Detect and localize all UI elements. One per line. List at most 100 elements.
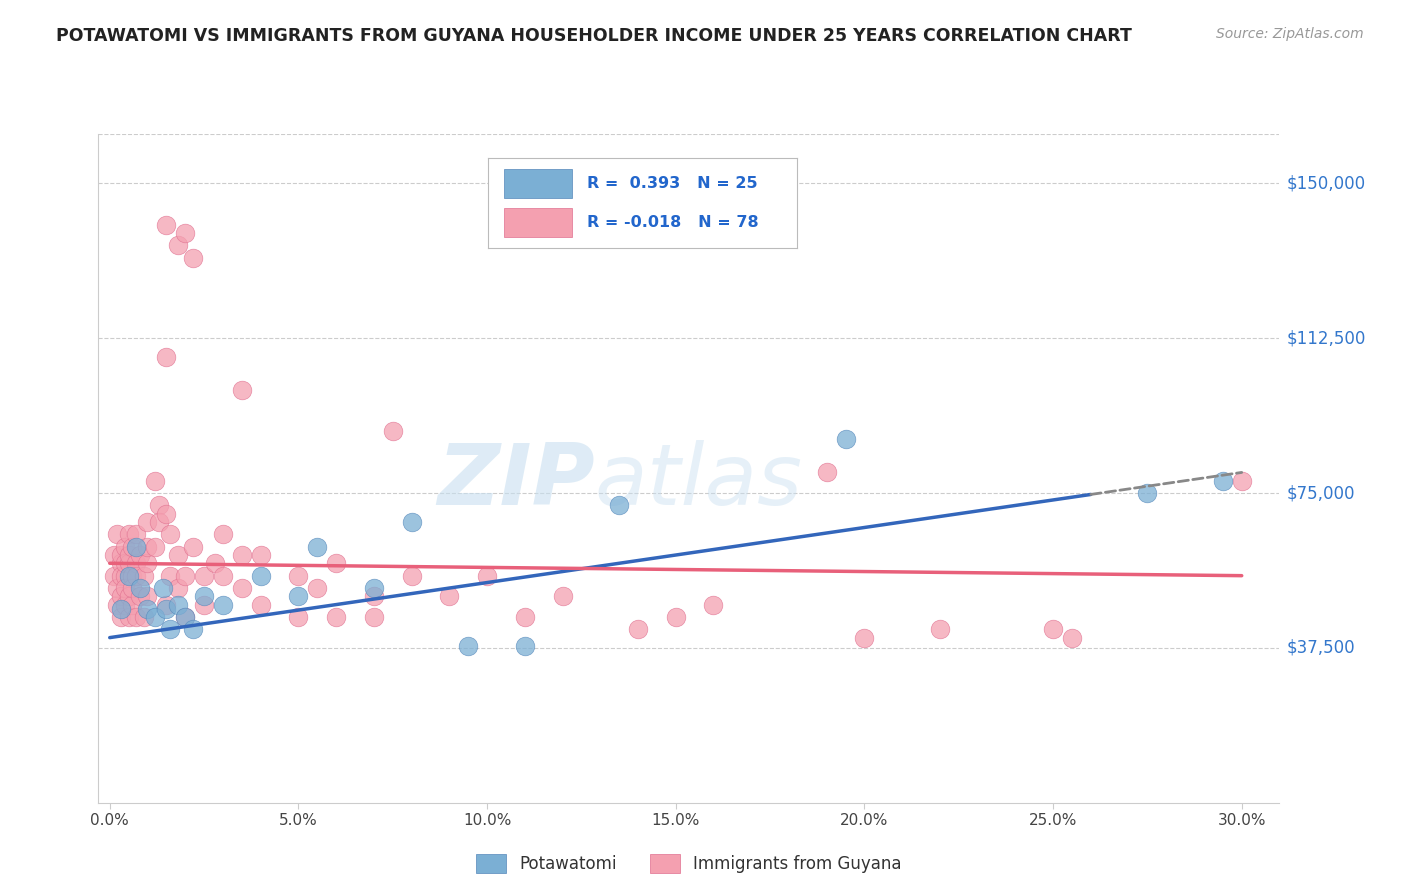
- Point: [155, 598, 177, 612]
- Point: [166, 548, 188, 562]
- Text: $150,000: $150,000: [1286, 174, 1365, 193]
- Point: [307, 540, 329, 554]
- Point: [117, 548, 139, 562]
- Point: [117, 590, 139, 604]
- Point: [1212, 474, 1234, 488]
- Point: [148, 499, 170, 513]
- Point: [325, 556, 347, 570]
- Point: [166, 581, 188, 595]
- Point: [475, 568, 498, 582]
- Point: [381, 424, 404, 438]
- Point: [121, 598, 143, 612]
- Point: [363, 590, 385, 604]
- Point: [110, 601, 132, 615]
- Point: [110, 548, 132, 562]
- Point: [181, 251, 204, 265]
- Point: [159, 527, 181, 541]
- Point: [136, 515, 159, 529]
- Point: [607, 499, 630, 513]
- Point: [249, 568, 271, 582]
- Point: [174, 610, 197, 624]
- Bar: [503, 209, 572, 237]
- Text: R =  0.393   N = 25: R = 0.393 N = 25: [588, 176, 758, 191]
- Point: [125, 527, 148, 541]
- Point: [287, 590, 309, 604]
- Point: [212, 598, 235, 612]
- Text: atlas: atlas: [595, 440, 803, 524]
- Point: [105, 527, 128, 541]
- Text: Source: ZipAtlas.com: Source: ZipAtlas.com: [1216, 27, 1364, 41]
- Point: [1042, 623, 1064, 637]
- Point: [551, 590, 574, 604]
- Point: [212, 527, 235, 541]
- Point: [702, 598, 724, 612]
- Point: [665, 610, 688, 624]
- Text: $37,500: $37,500: [1286, 639, 1355, 657]
- Point: [125, 556, 148, 570]
- Point: [181, 540, 204, 554]
- Text: ZIP: ZIP: [437, 440, 595, 524]
- Point: [132, 610, 155, 624]
- Point: [439, 590, 461, 604]
- Point: [125, 568, 148, 582]
- Point: [166, 238, 188, 252]
- Point: [325, 610, 347, 624]
- Point: [143, 610, 166, 624]
- Point: [204, 556, 226, 570]
- Point: [155, 507, 177, 521]
- Point: [125, 540, 148, 554]
- Point: [815, 466, 838, 480]
- Point: [287, 610, 309, 624]
- Point: [181, 623, 204, 637]
- Point: [148, 515, 170, 529]
- Point: [513, 639, 536, 653]
- Point: [117, 610, 139, 624]
- Point: [110, 590, 132, 604]
- Text: R = -0.018   N = 78: R = -0.018 N = 78: [588, 215, 759, 230]
- Point: [132, 568, 155, 582]
- Point: [105, 581, 128, 595]
- Point: [1136, 486, 1159, 500]
- Point: [110, 568, 132, 582]
- Point: [136, 590, 159, 604]
- Point: [1060, 631, 1083, 645]
- Point: [136, 601, 159, 615]
- Point: [121, 581, 143, 595]
- Point: [174, 226, 197, 240]
- Point: [155, 350, 177, 364]
- Point: [117, 556, 139, 570]
- Point: [114, 581, 136, 595]
- Point: [105, 598, 128, 612]
- Point: [193, 598, 215, 612]
- Text: $112,500: $112,500: [1286, 329, 1365, 347]
- Point: [627, 623, 650, 637]
- Point: [513, 610, 536, 624]
- Point: [114, 556, 136, 570]
- Point: [155, 601, 177, 615]
- Point: [401, 568, 423, 582]
- Point: [401, 515, 423, 529]
- Point: [193, 590, 215, 604]
- Point: [117, 568, 139, 582]
- Point: [103, 548, 125, 562]
- Point: [129, 581, 152, 595]
- Point: [307, 581, 329, 595]
- Point: [136, 540, 159, 554]
- Point: [174, 568, 197, 582]
- Point: [129, 590, 152, 604]
- Point: [155, 218, 177, 232]
- Point: [129, 548, 152, 562]
- Point: [212, 568, 235, 582]
- Point: [834, 433, 856, 447]
- Point: [114, 598, 136, 612]
- Point: [166, 598, 188, 612]
- Point: [363, 581, 385, 595]
- Point: [121, 540, 143, 554]
- Text: POTAWATOMI VS IMMIGRANTS FROM GUYANA HOUSEHOLDER INCOME UNDER 25 YEARS CORRELATI: POTAWATOMI VS IMMIGRANTS FROM GUYANA HOU…: [56, 27, 1132, 45]
- Point: [152, 581, 174, 595]
- Point: [103, 568, 125, 582]
- Point: [159, 568, 181, 582]
- Point: [114, 540, 136, 554]
- Point: [117, 527, 139, 541]
- Point: [231, 581, 253, 595]
